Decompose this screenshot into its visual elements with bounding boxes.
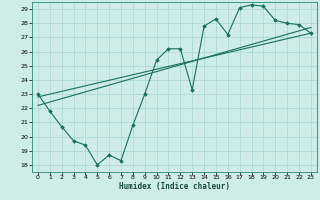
X-axis label: Humidex (Indice chaleur): Humidex (Indice chaleur) [119,182,230,191]
